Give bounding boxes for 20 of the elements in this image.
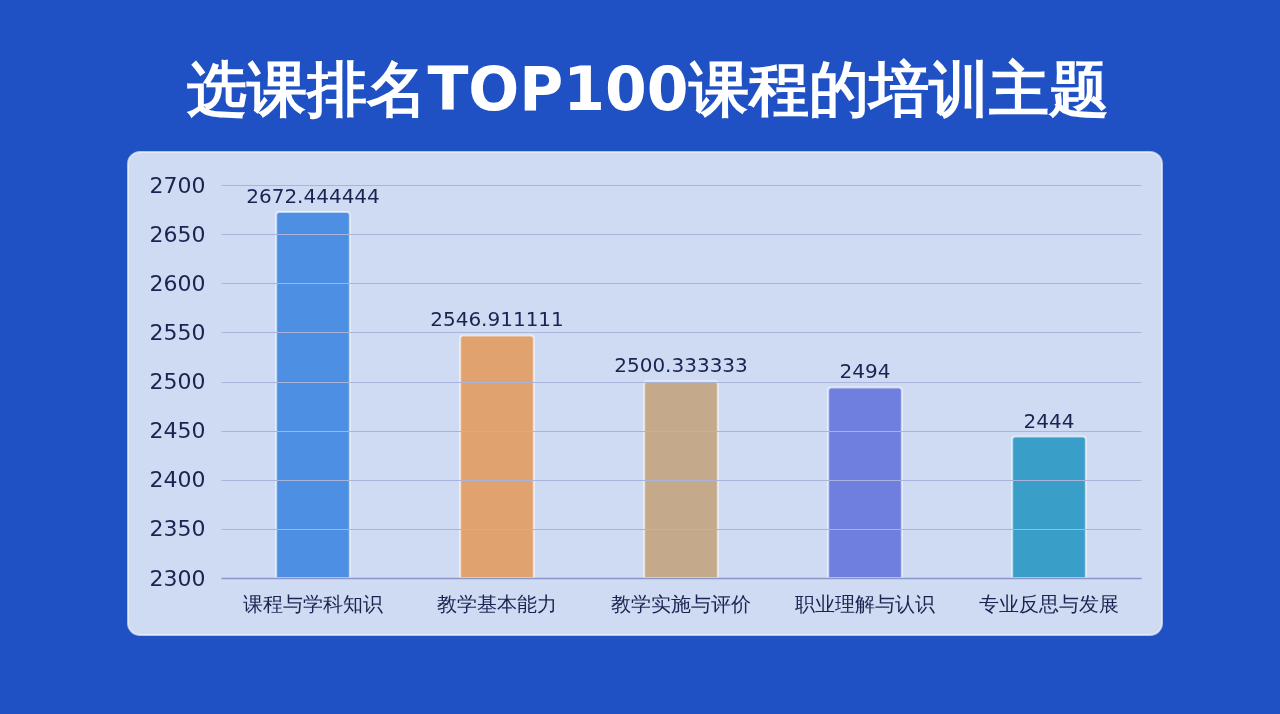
y-tick-label: 2550 [149, 319, 206, 345]
data-label: 2500.333333 [614, 353, 748, 378]
x-tick-label: 教学实施与评价 [611, 591, 751, 616]
x-tick-label: 专业反思与发展 [979, 591, 1119, 616]
x-tick-label: 教学基本能力 [437, 591, 557, 616]
data-label: 2444 [1023, 408, 1075, 433]
data-label: 2546.911111 [430, 307, 564, 332]
y-tick-label: 2400 [149, 467, 206, 493]
y-tick-label: 2300 [149, 565, 206, 591]
data-label: 2494 [839, 359, 891, 384]
x-tick-label: 职业理解与认识 [795, 591, 935, 616]
y-tick-label: 2650 [149, 221, 206, 247]
x-tick-label: 课程与学科知识 [243, 591, 383, 616]
chart-title: 选课排名TOP100课程的培训主题 [186, 54, 1109, 124]
y-tick-label: 2500 [149, 369, 206, 394]
data-label: 2672.444444 [246, 184, 380, 209]
y-tick-label: 2350 [149, 516, 206, 542]
y-tick-label: 2600 [149, 270, 206, 296]
y-tick-label: 2450 [149, 418, 206, 444]
y-tick-label: 2700 [149, 172, 206, 198]
